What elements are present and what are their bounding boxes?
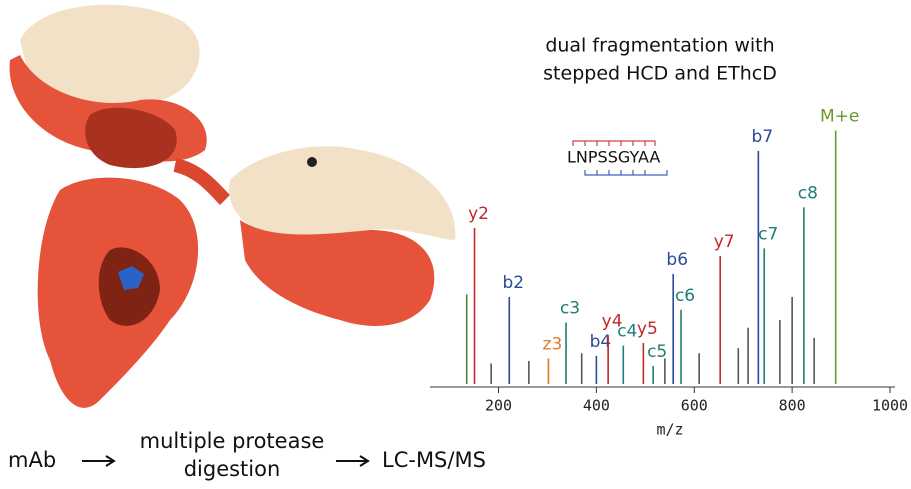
peptide-brackets (572, 140, 668, 176)
peak-label: b2 (502, 273, 524, 293)
x-tick-label: 200 (485, 397, 512, 415)
arrow (336, 455, 370, 467)
peak-label: c3 (560, 299, 580, 319)
peak-label: b6 (666, 250, 688, 270)
workflow-start: mAb (8, 448, 56, 472)
peak-label: M+e (820, 107, 859, 127)
peak-label: c4 (617, 322, 637, 342)
peak-label: y2 (468, 204, 489, 224)
x-axis-label: m/z (656, 421, 683, 439)
x-tick-label: 600 (681, 397, 708, 415)
peak-label: y5 (637, 319, 658, 339)
peak-label: c7 (758, 224, 778, 244)
workflow-middle: multiple protease (140, 429, 325, 453)
antibody (9, 4, 456, 408)
heading-line: stepped HCD and EThcD (543, 63, 777, 85)
x-tick-label: 800 (779, 397, 806, 415)
peak-label: c8 (798, 183, 818, 203)
x-tick-label: 400 (583, 397, 610, 415)
peak-label: c5 (647, 342, 667, 362)
workflow-middle: digestion (184, 457, 281, 481)
x-tick-label: 1000 (872, 397, 908, 415)
heading-line: dual fragmentation with (545, 35, 774, 57)
arrow (82, 455, 116, 467)
peptide: LNPSSGYAA (567, 148, 660, 167)
peak-label: y7 (714, 232, 735, 252)
peak-label: y4 (602, 311, 623, 331)
workflow-end: LC-MS/MS (382, 448, 486, 472)
peak-label: b4 (590, 332, 612, 352)
peak-label: b7 (752, 127, 774, 147)
peak-label: z3 (543, 334, 563, 354)
peak-label: c6 (675, 286, 695, 306)
